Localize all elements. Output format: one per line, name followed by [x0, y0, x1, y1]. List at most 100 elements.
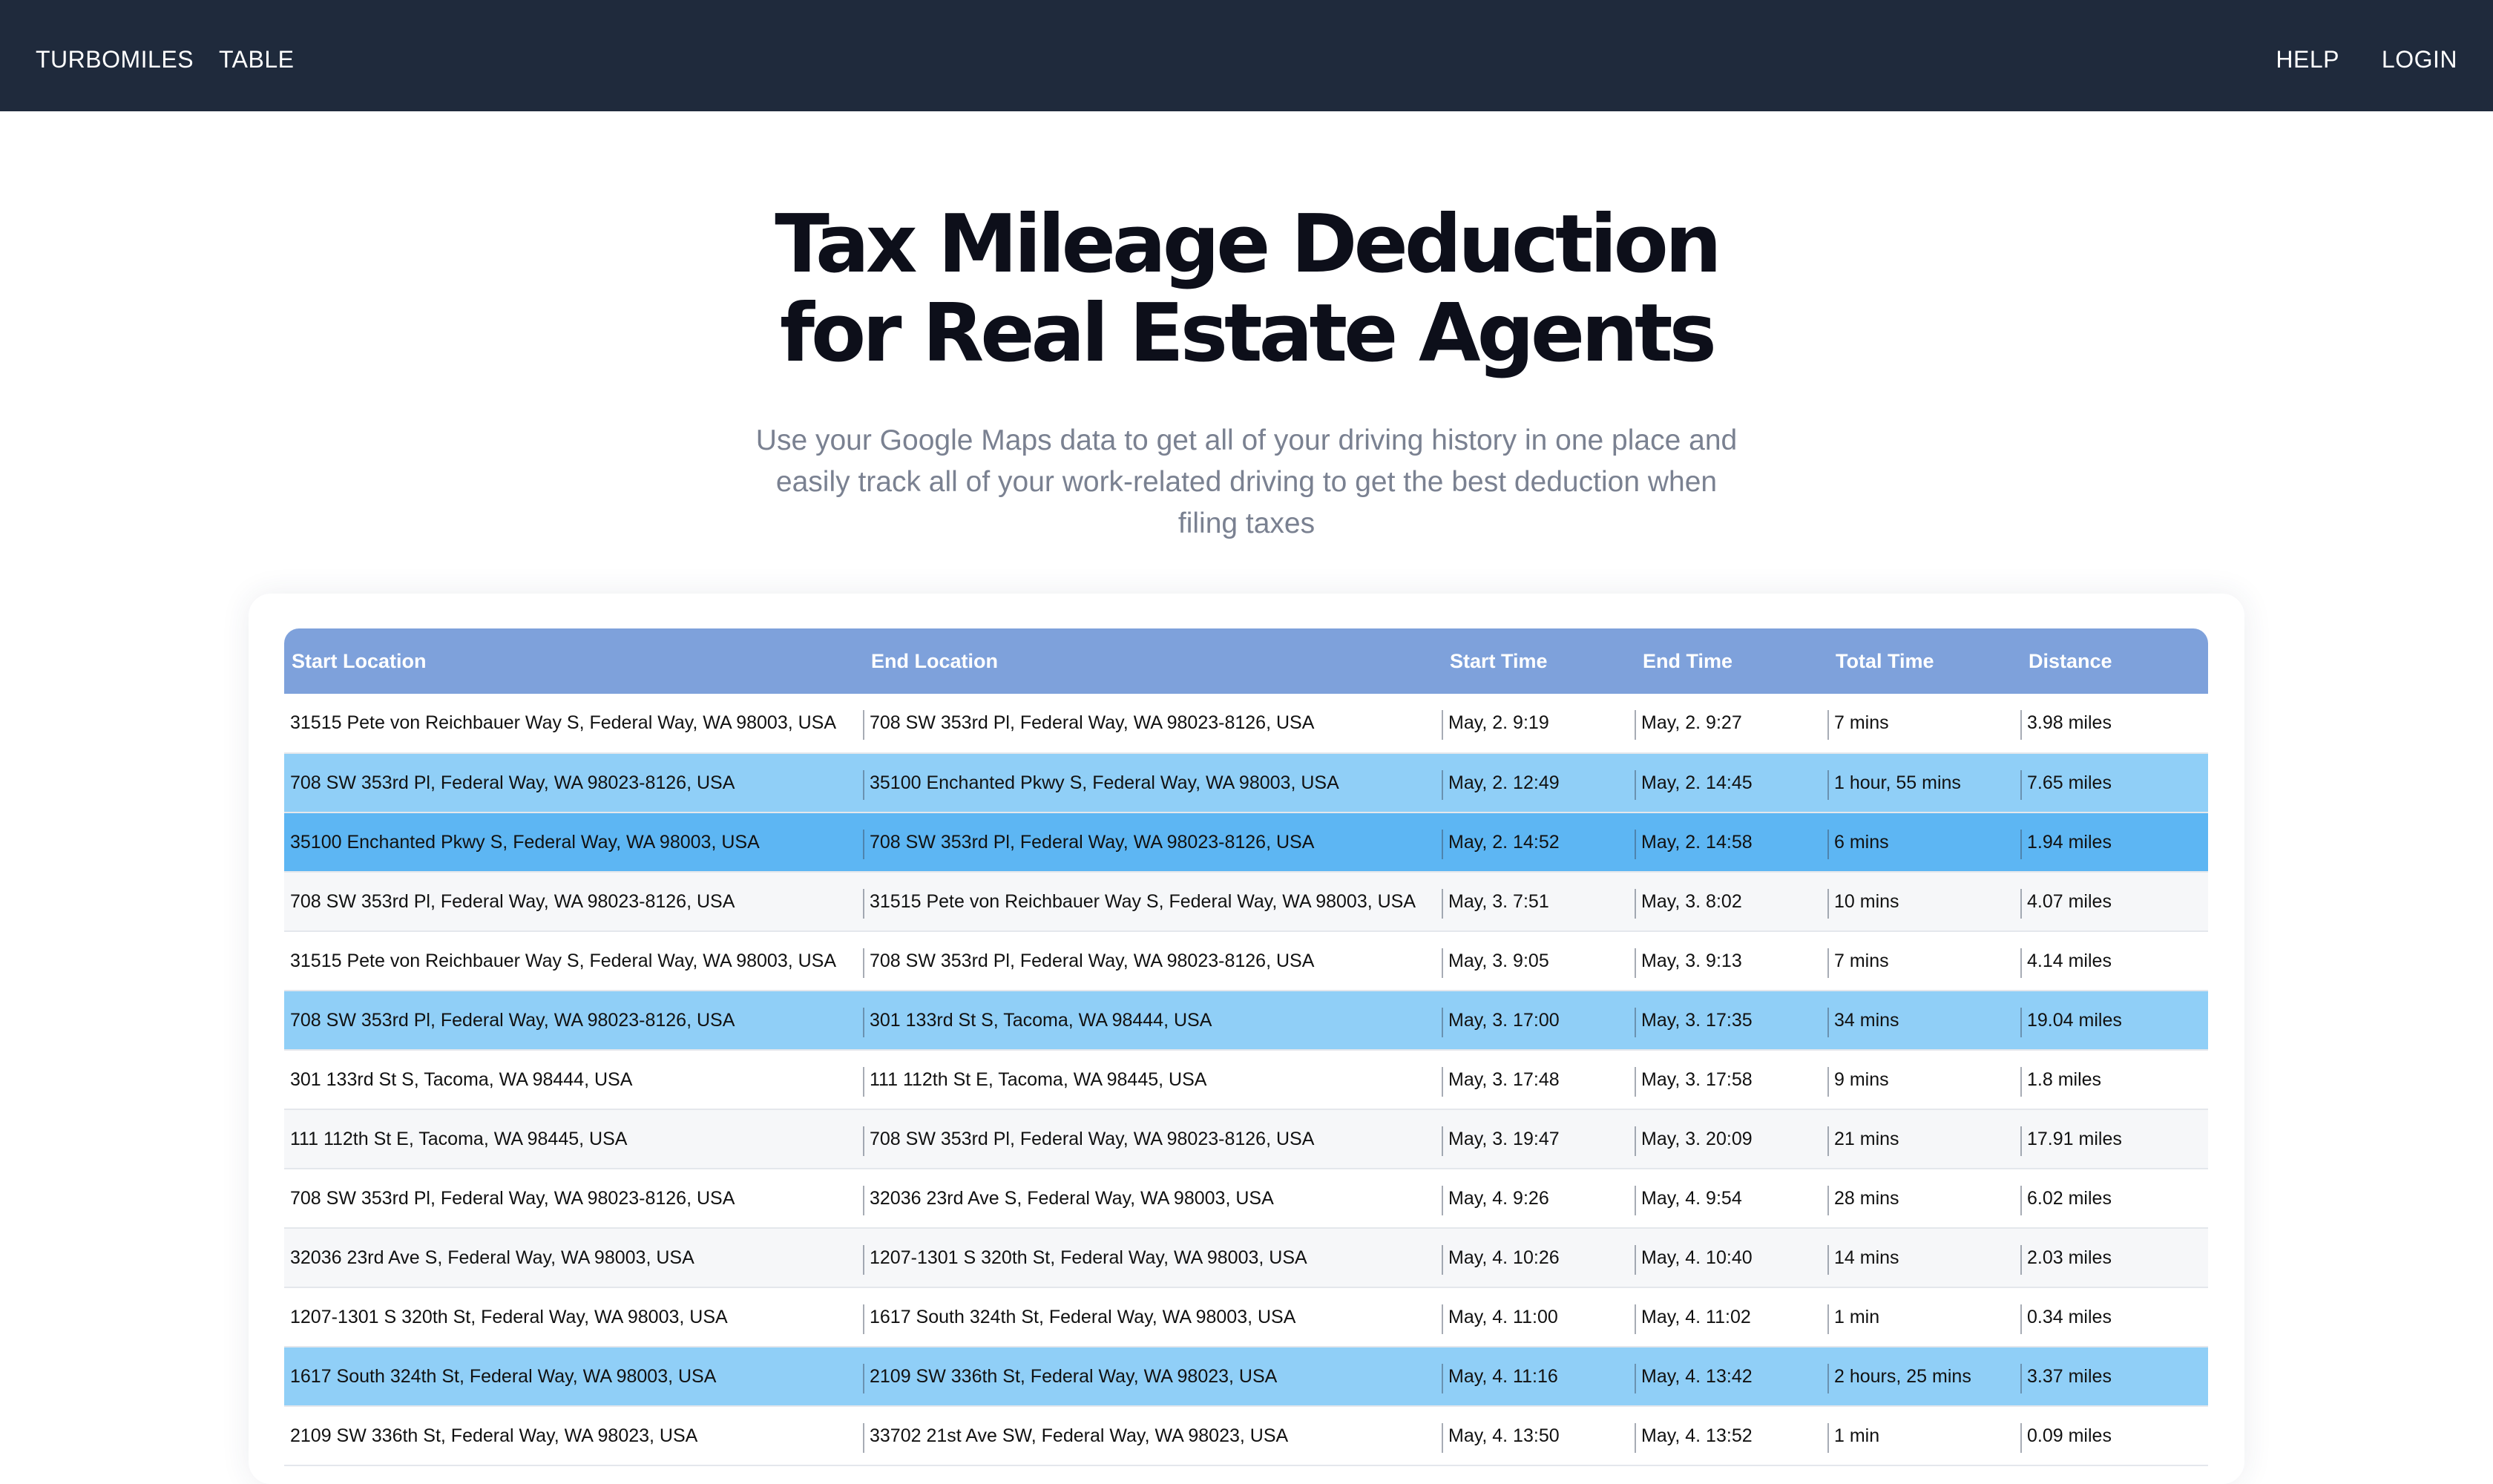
- brand-link[interactable]: TURBOMILES: [36, 46, 194, 73]
- start-time-cell: May, 4. 10:26: [1442, 1228, 1635, 1287]
- distance-cell: 3.37 miles: [2020, 1347, 2208, 1406]
- end-time-cell: May, 2. 14:58: [1635, 812, 1827, 872]
- top-navbar: TURBOMILES TABLE HELP LOGIN: [0, 0, 2493, 111]
- total-time-cell: 1 hour, 55 mins: [1827, 753, 2020, 812]
- distance-cell: 4.14 miles: [2020, 931, 2208, 991]
- start-location-cell: 31515 Pete von Reichbauer Way S, Federal…: [290, 950, 837, 971]
- table-header-row: Start Location End Location Start Time E…: [284, 628, 2208, 694]
- nav-link-help[interactable]: HELP: [2276, 46, 2339, 73]
- page-title-line-1: Tax Mileage Deduction: [775, 198, 1722, 291]
- end-location-cell: 35100 Enchanted Pkwy S, Federal Way, WA …: [863, 753, 1442, 812]
- total-time-cell: 10 mins: [1827, 872, 2020, 931]
- table-row[interactable]: 708 SW 353rd Pl, Federal Way, WA 98023-8…: [284, 1169, 2208, 1228]
- start-location-cell: 111 112th St E, Tacoma, WA 98445, USA: [290, 1128, 628, 1149]
- table-row[interactable]: 31515 Pete von Reichbauer Way S, Federal…: [284, 694, 2208, 753]
- start-location-cell: 2109 SW 336th St, Federal Way, WA 98023,…: [290, 1425, 698, 1446]
- table-row[interactable]: 35100 Enchanted Pkwy S, Federal Way, WA …: [284, 812, 2208, 872]
- end-location-cell: 1207-1301 S 320th St, Federal Way, WA 98…: [863, 1228, 1442, 1287]
- end-location-cell: 708 SW 353rd Pl, Federal Way, WA 98023-8…: [863, 1109, 1442, 1169]
- start-location-cell: 1207-1301 S 320th St, Federal Way, WA 98…: [290, 1306, 728, 1327]
- table-row[interactable]: 708 SW 353rd Pl, Federal Way, WA 98023-8…: [284, 991, 2208, 1050]
- end-time-cell: May, 4. 10:40: [1635, 1228, 1827, 1287]
- start-location-cell: 32036 23rd Ave S, Federal Way, WA 98003,…: [290, 1247, 694, 1268]
- start-time-cell: May, 3. 19:47: [1442, 1109, 1635, 1169]
- table-row[interactable]: 2109 SW 336th St, Federal Way, WA 98023,…: [284, 1406, 2208, 1465]
- start-time-cell: May, 4. 11:16: [1442, 1347, 1635, 1406]
- distance-cell: 6.02 miles: [2020, 1169, 2208, 1228]
- total-time-cell: 7 mins: [1827, 931, 2020, 991]
- page-title: Tax Mileage Deduction for Real Estate Ag…: [0, 200, 2493, 378]
- distance-cell: 19.04 miles: [2020, 991, 2208, 1050]
- start-location-cell: 35100 Enchanted Pkwy S, Federal Way, WA …: [290, 831, 760, 853]
- total-time-cell: 34 mins: [1827, 991, 2020, 1050]
- end-location-cell: 301 133rd St S, Tacoma, WA 98444, USA: [863, 991, 1442, 1050]
- end-location-cell: 31515 Pete von Reichbauer Way S, Federal…: [863, 872, 1442, 931]
- column-header-end-time[interactable]: End Time: [1635, 628, 1827, 694]
- distance-cell: 7.65 miles: [2020, 753, 2208, 812]
- end-location-cell: 32036 23rd Ave S, Federal Way, WA 98003,…: [863, 1169, 1442, 1228]
- distance-cell: 17.91 miles: [2020, 1109, 2208, 1169]
- table-card: [249, 594, 2244, 1484]
- column-header-total-time[interactable]: Total Time: [1827, 628, 2020, 694]
- start-location-cell: 31515 Pete von Reichbauer Way S, Federal…: [290, 712, 837, 733]
- end-time-cell: May, 3. 8:02: [1635, 872, 1827, 931]
- end-time-cell: May, 4. 13:42: [1635, 1347, 1827, 1406]
- table-row[interactable]: 1207-1301 S 320th St, Federal Way, WA 98…: [284, 1287, 2208, 1347]
- start-location-cell: 708 SW 353rd Pl, Federal Way, WA 98023-8…: [290, 772, 735, 793]
- total-time-cell: 14 mins: [1827, 1228, 2020, 1287]
- table-row[interactable]: 708 SW 353rd Pl, Federal Way, WA 98023-8…: [284, 753, 2208, 812]
- start-time-cell: May, 4. 11:00: [1442, 1287, 1635, 1347]
- table-row[interactable]: 31515 Pete von Reichbauer Way S, Federal…: [284, 931, 2208, 991]
- end-time-cell: May, 3. 17:58: [1635, 1050, 1827, 1109]
- end-time-cell: May, 3. 20:09: [1635, 1109, 1827, 1169]
- column-header-start-time[interactable]: Start Time: [1442, 628, 1635, 694]
- distance-cell: 0.09 miles: [2020, 1406, 2208, 1465]
- distance-cell: 3.98 miles: [2020, 694, 2208, 753]
- end-location-cell: 111 112th St E, Tacoma, WA 98445, USA: [863, 1050, 1442, 1109]
- start-time-cell: May, 3. 9:05: [1442, 931, 1635, 991]
- nav-link-login[interactable]: LOGIN: [2381, 46, 2457, 73]
- table-row[interactable]: 301 133rd St S, Tacoma, WA 98444, USA 111…: [284, 1050, 2208, 1109]
- start-location-cell: 301 133rd St S, Tacoma, WA 98444, USA: [290, 1068, 633, 1090]
- column-header-start-location[interactable]: Start Location: [284, 628, 863, 694]
- end-location-cell: 708 SW 353rd Pl, Federal Way, WA 98023-8…: [863, 931, 1442, 991]
- start-location-cell: 1617 South 324th St, Federal Way, WA 980…: [290, 1365, 717, 1387]
- start-time-cell: May, 3. 7:51: [1442, 872, 1635, 931]
- table-row[interactable]: 1617 South 324th St, Federal Way, WA 980…: [284, 1347, 2208, 1406]
- trips-table: Start Location End Location Start Time E…: [284, 628, 2208, 1466]
- end-time-cell: May, 3. 17:35: [1635, 991, 1827, 1050]
- end-time-cell: May, 4. 11:02: [1635, 1287, 1827, 1347]
- end-time-cell: May, 2. 9:27: [1635, 694, 1827, 753]
- table-row[interactable]: 708 SW 353rd Pl, Federal Way, WA 98023-8…: [284, 872, 2208, 931]
- end-time-cell: May, 4. 9:54: [1635, 1169, 1827, 1228]
- end-location-cell: 1617 South 324th St, Federal Way, WA 980…: [863, 1287, 1442, 1347]
- start-time-cell: May, 3. 17:00: [1442, 991, 1635, 1050]
- end-time-cell: May, 3. 9:13: [1635, 931, 1827, 991]
- total-time-cell: 6 mins: [1827, 812, 2020, 872]
- page-subtitle: Use your Google Maps data to get all of …: [755, 424, 1738, 539]
- table-row[interactable]: 111 112th St E, Tacoma, WA 98445, USA 708…: [284, 1109, 2208, 1169]
- total-time-cell: 21 mins: [1827, 1109, 2020, 1169]
- total-time-cell: 7 mins: [1827, 694, 2020, 753]
- distance-cell: 1.94 miles: [2020, 812, 2208, 872]
- distance-cell: 4.07 miles: [2020, 872, 2208, 931]
- start-time-cell: May, 2. 14:52: [1442, 812, 1635, 872]
- distance-cell: 1.8 miles: [2020, 1050, 2208, 1109]
- total-time-cell: 1 min: [1827, 1406, 2020, 1465]
- total-time-cell: 1 min: [1827, 1287, 2020, 1347]
- start-time-cell: May, 2. 12:49: [1442, 753, 1635, 812]
- end-location-cell: 708 SW 353rd Pl, Federal Way, WA 98023-8…: [863, 812, 1442, 872]
- table-row[interactable]: 32036 23rd Ave S, Federal Way, WA 98003,…: [284, 1228, 2208, 1287]
- start-location-cell: 708 SW 353rd Pl, Federal Way, WA 98023-8…: [290, 890, 735, 912]
- end-location-cell: 2109 SW 336th St, Federal Way, WA 98023,…: [863, 1347, 1442, 1406]
- total-time-cell: 2 hours, 25 mins: [1827, 1347, 2020, 1406]
- column-header-distance[interactable]: Distance: [2020, 628, 2208, 694]
- distance-cell: 0.34 miles: [2020, 1287, 2208, 1347]
- start-time-cell: May, 2. 9:19: [1442, 694, 1635, 753]
- column-header-end-location[interactable]: End Location: [863, 628, 1442, 694]
- start-location-cell: 708 SW 353rd Pl, Federal Way, WA 98023-8…: [290, 1009, 735, 1031]
- page-title-line-2: for Real Estate Agents: [780, 287, 1717, 380]
- end-time-cell: May, 4. 13:52: [1635, 1406, 1827, 1465]
- nav-link-table[interactable]: TABLE: [219, 46, 295, 73]
- start-time-cell: May, 4. 9:26: [1442, 1169, 1635, 1228]
